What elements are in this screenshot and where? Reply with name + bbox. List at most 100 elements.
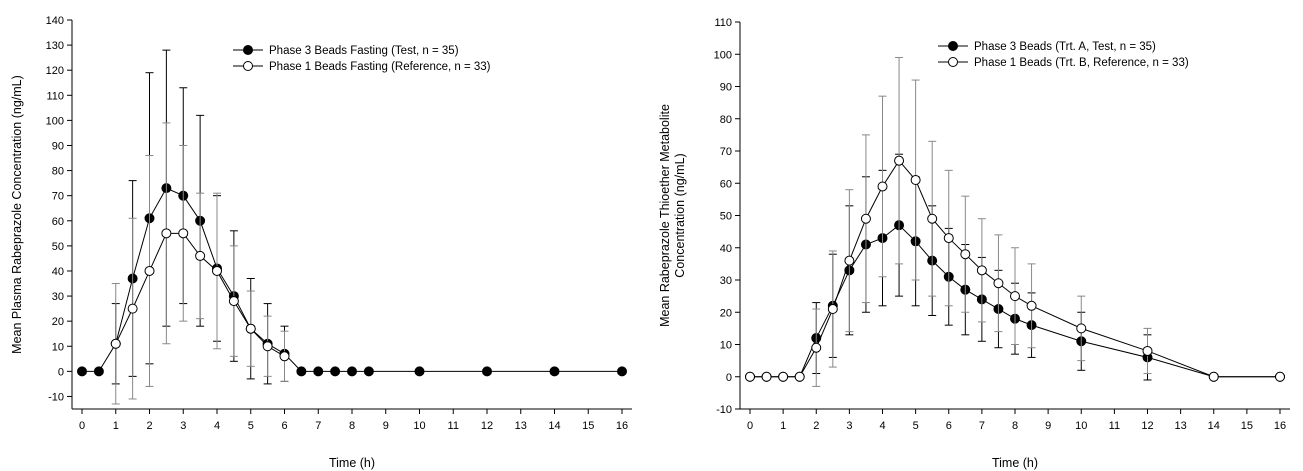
- data-point: [877, 181, 888, 192]
- x-tick-label: 5: [248, 420, 254, 432]
- x-tick-label: 11: [448, 420, 459, 432]
- data-point: [617, 366, 627, 377]
- x-tick-label: 6: [281, 420, 287, 432]
- y-tick-label: 100: [46, 115, 64, 127]
- legend-marker: [243, 61, 253, 71]
- data-point: [212, 265, 222, 276]
- x-tick-label: 3: [846, 420, 852, 432]
- data-point: [778, 371, 789, 382]
- data-point: [93, 366, 104, 377]
- x-tick-label: 3: [180, 420, 186, 432]
- y-tick-label: 50: [52, 241, 64, 253]
- legend-entry-2: Phase 1 Beads Fasting (Reference, n = 33…: [233, 61, 491, 73]
- data-point: [77, 366, 87, 377]
- data-point: [1275, 371, 1285, 382]
- y-tick-label: 100: [714, 49, 732, 61]
- x-tick-label: 1: [780, 420, 786, 432]
- y-tick-label: 40: [720, 243, 732, 255]
- x-tick-label: 9: [1045, 420, 1051, 432]
- data-point: [1026, 300, 1037, 311]
- y-tick-label: 10: [720, 340, 732, 352]
- data-point: [228, 296, 239, 307]
- y-tick-label: -10: [716, 404, 732, 416]
- legend-entry-2: Phase 1 Beads (Trt. B, Reference, n = 33…: [938, 57, 1189, 69]
- x-axis-title: Time (h): [992, 456, 1038, 470]
- x-tick-label: 2: [146, 420, 152, 432]
- series-line: [82, 187, 622, 372]
- data-point: [976, 265, 987, 276]
- data-point: [1208, 371, 1219, 382]
- x-tick-label: 14: [1208, 420, 1220, 432]
- x-tick-label: 1: [113, 420, 119, 432]
- y-tick-label: 80: [52, 166, 64, 178]
- legend-entry-1: Phase 3 Beads (Trt. A, Test, n = 35): [938, 41, 1156, 53]
- series-1: [77, 49, 627, 385]
- x-tick-label: 15: [582, 420, 594, 432]
- series-2: [110, 122, 290, 405]
- legend-marker: [948, 57, 958, 67]
- x-tick-label: 4: [879, 420, 885, 432]
- x-tick-label: 12: [481, 420, 493, 432]
- y-tick-label: 70: [52, 191, 64, 203]
- y-tick-label: 60: [720, 178, 732, 190]
- x-tick-label: 16: [1274, 420, 1286, 432]
- data-point: [1142, 345, 1153, 356]
- x-tick-label: 9: [383, 420, 389, 432]
- data-point: [195, 250, 206, 261]
- data-point: [110, 338, 121, 349]
- data-point: [894, 155, 905, 166]
- data-point: [761, 371, 772, 382]
- data-point: [245, 323, 256, 334]
- y-tick-label: 0: [726, 372, 732, 384]
- x-tick-label: 10: [1075, 420, 1087, 432]
- x-tick-label: 0: [79, 420, 85, 432]
- legend-label: Phase 1 Beads Fasting (Reference, n = 33…: [269, 61, 491, 73]
- y-tick-label: 50: [720, 211, 732, 223]
- y-tick-label: 20: [720, 307, 732, 319]
- data-point: [178, 228, 189, 239]
- data-point: [347, 366, 357, 377]
- x-tick-label: 13: [1175, 420, 1187, 432]
- y-tick-label: 30: [720, 275, 732, 287]
- data-point: [313, 366, 324, 377]
- x-tick-label: 7: [315, 420, 321, 432]
- data-point: [811, 342, 822, 353]
- y-tick-label: 140: [46, 15, 64, 27]
- y-tick-label: 60: [52, 216, 64, 228]
- x-tick-label: 6: [946, 420, 952, 432]
- series-line: [750, 224, 1280, 378]
- x-tick-label: 15: [1241, 420, 1253, 432]
- data-point: [262, 341, 273, 352]
- y-tick-label: 110: [714, 17, 732, 29]
- y-axis-title-line: Concentration (ng/mL): [673, 153, 687, 277]
- x-tick-label: 8: [1012, 420, 1018, 432]
- data-point: [414, 366, 425, 377]
- x-tick-label: 5: [913, 420, 919, 432]
- data-point: [161, 228, 172, 239]
- legend-marker: [243, 45, 253, 55]
- data-point: [549, 366, 560, 377]
- data-point: [927, 213, 938, 224]
- data-point: [910, 175, 921, 186]
- legend-entry-1: Phase 3 Beads Fasting (Test, n = 35): [233, 45, 459, 57]
- legend-label: Phase 1 Beads (Trt. B, Reference, n = 33…: [974, 57, 1189, 69]
- y-tick-label: 40: [52, 266, 64, 278]
- data-point: [330, 366, 341, 377]
- x-tick-label: 10: [413, 420, 425, 432]
- data-point: [943, 233, 954, 244]
- series-2: [745, 56, 1285, 387]
- x-tick-label: 8: [349, 420, 355, 432]
- legend-label: Phase 3 Beads (Trt. A, Test, n = 35): [974, 41, 1156, 53]
- x-tick-label: 13: [515, 420, 527, 432]
- legend-marker: [948, 41, 958, 51]
- x-tick-label: 2: [813, 420, 819, 432]
- data-point: [745, 371, 755, 382]
- y-tick-label: 120: [46, 65, 64, 77]
- series-line: [750, 159, 1280, 378]
- x-tick-label: 0: [747, 420, 753, 432]
- y-tick-label: 110: [46, 90, 64, 102]
- data-point: [844, 255, 855, 266]
- data-point: [860, 213, 871, 224]
